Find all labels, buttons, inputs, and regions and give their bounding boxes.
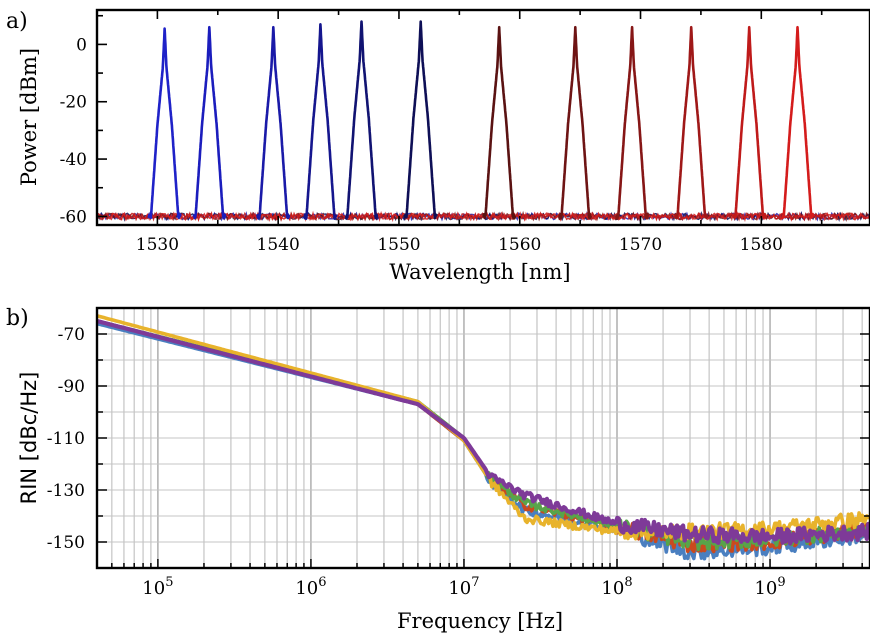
panel-b-rin-trace-4 — [96, 314, 870, 541]
panel-b-x-tick-label: 105 — [142, 575, 173, 599]
panel-b-x-tick-label: 109 — [754, 575, 785, 599]
panel-b-label: b) — [6, 306, 29, 331]
panel-b-grid — [96, 308, 870, 568]
panel-b-rin-trace-5 — [96, 318, 870, 546]
panel-b-rin-trace-3 — [96, 319, 870, 552]
panel-a-peak-4 — [303, 23, 338, 220]
panel-a-peak-2 — [192, 25, 227, 220]
panel-a-peak-11 — [732, 25, 767, 219]
panel-a-x-axis-label: Wavelength [nm] — [389, 260, 570, 284]
panel-a-peak-5 — [344, 20, 379, 220]
panel-b-y-tick-label: -70 — [58, 325, 85, 345]
panel-a-x-tick-label: 1570 — [619, 235, 662, 255]
panel-a-y-tick-label: -20 — [60, 93, 87, 113]
panel-b-x-tick-label: 107 — [448, 575, 479, 599]
panel-b-y-tick-label: -110 — [47, 429, 85, 449]
panel-a: 1530 1540 1550 1560 1570 1580 0 -20 -40 -60 a) Wa… — [6, 8, 870, 284]
panel-b-rin-trace-2 — [96, 319, 870, 554]
panel-a-peak-9 — [615, 25, 650, 220]
panel-a-peak-10 — [674, 25, 709, 220]
panel-b-y-tick-label: -130 — [47, 481, 85, 501]
panel-b-series-group — [96, 314, 870, 561]
panel-a-x-tick-label: 1530 — [136, 235, 179, 255]
panel-a-y-tick-label: -60 — [60, 207, 87, 227]
panel-a-peak-12 — [780, 25, 815, 220]
panel-a-y-tick-label: 0 — [76, 35, 87, 55]
panel-b-y-tick-label: -90 — [58, 377, 85, 397]
panel-a-x-tick-label: 1560 — [498, 235, 541, 255]
panel-a-peak-7 — [482, 25, 517, 220]
panel-b-x-axis-label: Frequency [Hz] — [397, 609, 563, 633]
panel-a-peak-1 — [147, 27, 182, 220]
panel-a-peak-3 — [256, 25, 291, 220]
panel-a-y-tick-label: -40 — [60, 150, 87, 170]
panel-a-series-group — [96, 20, 870, 223]
panel-a-x-tick-label: 1550 — [377, 235, 420, 255]
panel-b: -70 -90 -110 -130 -150 105 106 107 108 109 b) Fre… — [6, 306, 870, 633]
panel-b-y-tick-label: -150 — [47, 533, 85, 553]
panel-b-x-tick-label: 106 — [295, 575, 326, 599]
panel-a-y-axis-label: Power [dBm] — [17, 48, 41, 186]
panel-a-frame — [95, 8, 870, 227]
panel-a-label: a) — [6, 9, 28, 34]
panel-a-peak-8 — [558, 25, 593, 220]
panel-b-x-tick-label: 108 — [601, 575, 632, 599]
panel-a-x-tick-label: 1540 — [257, 235, 300, 255]
panel-b-rin-trace-1 — [96, 321, 870, 561]
panel-b-y-axis-label: RIN [dBc/Hz] — [17, 372, 41, 505]
panel-a-peak-6 — [403, 20, 438, 220]
panel-a-x-tick-label: 1580 — [740, 235, 783, 255]
